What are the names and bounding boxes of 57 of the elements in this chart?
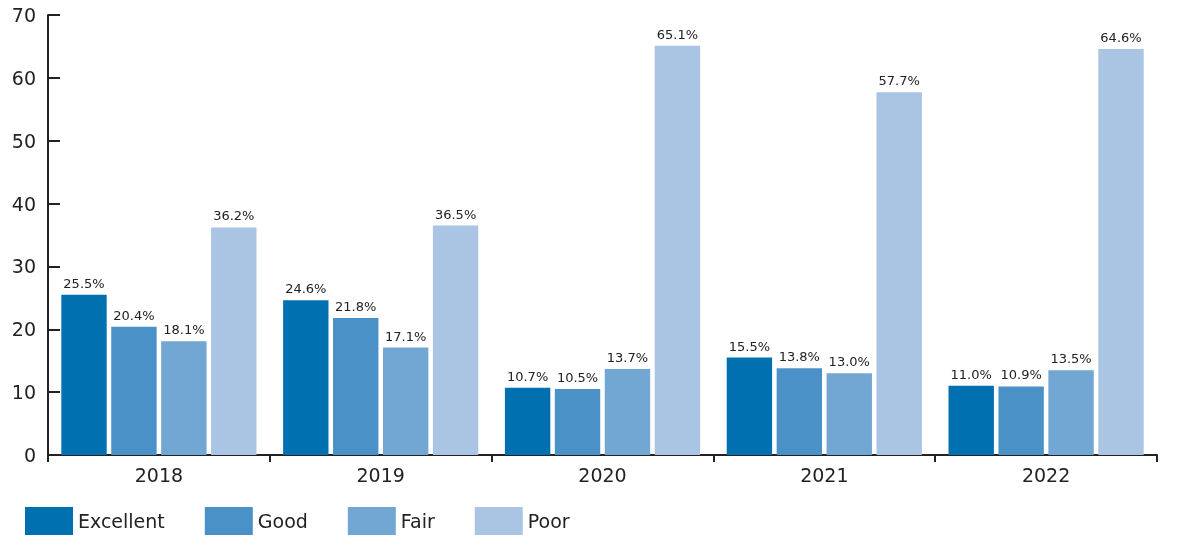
bar (998, 386, 1044, 455)
legend-label: Poor (527, 510, 570, 532)
x-tick-label: 2019 (356, 463, 405, 486)
data-label: 13.5% (1050, 351, 1092, 367)
x-tick-label: 2021 (800, 463, 849, 486)
data-label: 25.5% (63, 275, 105, 291)
data-label: 57.7% (878, 73, 920, 89)
y-tick-label: 10 (11, 381, 36, 404)
data-label: 13.7% (606, 349, 649, 365)
bar (554, 389, 601, 455)
bar (1048, 370, 1094, 455)
data-label: 13.0% (828, 354, 870, 370)
data-label: 17.1% (385, 328, 427, 344)
data-label: 15.5% (728, 338, 771, 354)
bar (61, 294, 107, 455)
bar (604, 368, 651, 455)
bar (283, 300, 329, 455)
bar (161, 341, 207, 455)
data-label: 20.4% (113, 307, 155, 323)
y-tick-label: 50 (11, 129, 36, 152)
bar (333, 317, 379, 455)
data-label: 11.0% (950, 366, 992, 382)
legend-label: Good (257, 510, 308, 532)
bar (111, 326, 157, 455)
bar (776, 368, 823, 455)
bar (726, 357, 773, 455)
y-tick-label: 70 (11, 4, 36, 26)
y-tick-label: 30 (11, 255, 36, 278)
bar (504, 387, 551, 455)
data-label: 10.5% (556, 370, 599, 385)
data-label: 13.8% (778, 349, 820, 365)
data-label: 36.2% (213, 208, 255, 224)
y-tick-label: 0 (23, 444, 36, 466)
y-tick-label: 20 (11, 318, 36, 341)
legend-label: Fair (400, 510, 435, 532)
data-label: 24.6% (285, 281, 327, 297)
y-tick-label: 40 (11, 192, 36, 215)
data-label: 10.7% (506, 368, 549, 384)
data-label: 36.5% (434, 206, 477, 222)
x-tick-label: 2018 (134, 463, 184, 486)
data-label: 18.1% (163, 322, 205, 338)
bar (382, 347, 429, 455)
bar (948, 385, 994, 455)
data-label: 21.8% (335, 298, 377, 314)
data-label: 65.1% (656, 26, 699, 42)
y-tick-label: 60 (11, 66, 36, 89)
bar (654, 45, 701, 455)
data-label: 10.9% (1000, 367, 1042, 383)
bar (1098, 48, 1144, 455)
data-label: 64.6% (1100, 29, 1142, 45)
bar (876, 92, 922, 455)
bar (211, 227, 257, 455)
x-tick-label: 2022 (1021, 463, 1071, 486)
bar (432, 225, 479, 455)
legend-label: Excellent (78, 510, 165, 532)
bar (826, 373, 872, 455)
x-tick-label: 2020 (578, 463, 627, 486)
